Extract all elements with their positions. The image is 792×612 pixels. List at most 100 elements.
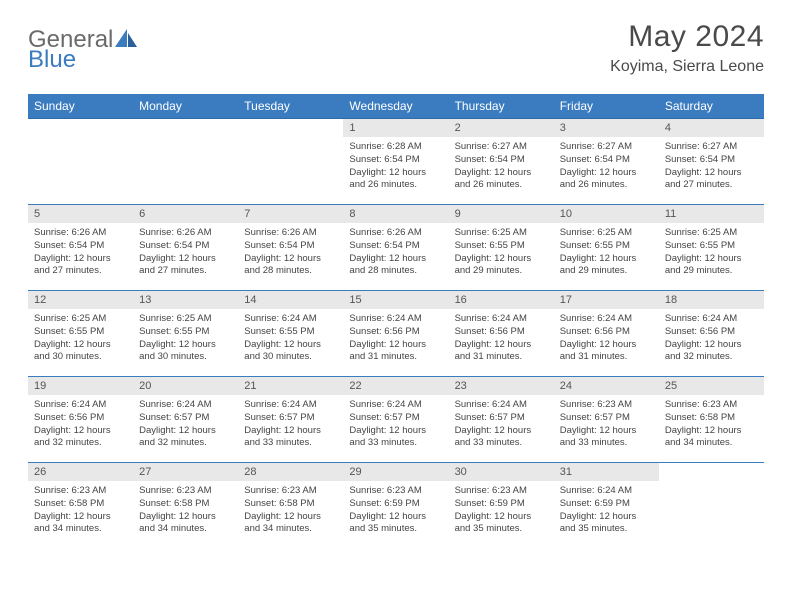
sunset-line: Sunset: 6:59 PM <box>455 498 548 511</box>
sunset-line: Sunset: 6:58 PM <box>244 498 337 511</box>
sunrise-line: Sunrise: 6:24 AM <box>349 399 442 412</box>
day-number: 27 <box>133 463 238 481</box>
sunset-line: Sunset: 6:54 PM <box>560 154 653 167</box>
day-number: 28 <box>238 463 343 481</box>
day-number: 13 <box>133 291 238 309</box>
day-number: 11 <box>659 205 764 223</box>
day-number: 1 <box>343 119 448 137</box>
day-cell-3: 3Sunrise: 6:27 AMSunset: 6:54 PMDaylight… <box>554 119 659 205</box>
day-details: Sunrise: 6:25 AMSunset: 6:55 PMDaylight:… <box>133 309 238 366</box>
day-header-monday: Monday <box>133 94 238 119</box>
calendar-body: 1Sunrise: 6:28 AMSunset: 6:54 PMDaylight… <box>28 119 764 549</box>
day-header-sunday: Sunday <box>28 94 133 119</box>
daylight-line: Daylight: 12 hours and 32 minutes. <box>34 425 127 451</box>
daylight-line: Daylight: 12 hours and 33 minutes. <box>244 425 337 451</box>
day-number: 17 <box>554 291 659 309</box>
day-header-row: SundayMondayTuesdayWednesdayThursdayFrid… <box>28 94 764 119</box>
calendar-row: 1Sunrise: 6:28 AMSunset: 6:54 PMDaylight… <box>28 119 764 205</box>
sunrise-line: Sunrise: 6:26 AM <box>244 227 337 240</box>
day-number: 4 <box>659 119 764 137</box>
daylight-line: Daylight: 12 hours and 31 minutes. <box>455 339 548 365</box>
sunrise-line: Sunrise: 6:28 AM <box>349 141 442 154</box>
sunset-line: Sunset: 6:55 PM <box>34 326 127 339</box>
sunrise-line: Sunrise: 6:25 AM <box>455 227 548 240</box>
brand-word-2: Blue <box>28 46 76 73</box>
day-details: Sunrise: 6:24 AMSunset: 6:55 PMDaylight:… <box>238 309 343 366</box>
sunset-line: Sunset: 6:55 PM <box>139 326 232 339</box>
daylight-line: Daylight: 12 hours and 26 minutes. <box>560 167 653 193</box>
calendar-row: 12Sunrise: 6:25 AMSunset: 6:55 PMDayligh… <box>28 291 764 377</box>
day-header-saturday: Saturday <box>659 94 764 119</box>
day-number: 14 <box>238 291 343 309</box>
daylight-line: Daylight: 12 hours and 26 minutes. <box>455 167 548 193</box>
day-cell-1: 1Sunrise: 6:28 AMSunset: 6:54 PMDaylight… <box>343 119 448 205</box>
daylight-line: Daylight: 12 hours and 35 minutes. <box>455 511 548 537</box>
daylight-line: Daylight: 12 hours and 27 minutes. <box>665 167 758 193</box>
day-number: 29 <box>343 463 448 481</box>
day-cell-16: 16Sunrise: 6:24 AMSunset: 6:56 PMDayligh… <box>449 291 554 377</box>
daylight-line: Daylight: 12 hours and 32 minutes. <box>139 425 232 451</box>
day-details: Sunrise: 6:23 AMSunset: 6:58 PMDaylight:… <box>133 481 238 538</box>
day-number: 9 <box>449 205 554 223</box>
day-number: 21 <box>238 377 343 395</box>
sunrise-line: Sunrise: 6:25 AM <box>665 227 758 240</box>
day-details: Sunrise: 6:24 AMSunset: 6:57 PMDaylight:… <box>238 395 343 452</box>
location-text: Koyima, Sierra Leone <box>610 58 764 76</box>
day-number: 25 <box>659 377 764 395</box>
daylight-line: Daylight: 12 hours and 34 minutes. <box>139 511 232 537</box>
empty-cell <box>238 119 343 205</box>
daylight-line: Daylight: 12 hours and 29 minutes. <box>560 253 653 279</box>
day-details: Sunrise: 6:25 AMSunset: 6:55 PMDaylight:… <box>449 223 554 280</box>
empty-cell <box>659 463 764 549</box>
daylight-line: Daylight: 12 hours and 33 minutes. <box>455 425 548 451</box>
day-number: 2 <box>449 119 554 137</box>
sunset-line: Sunset: 6:55 PM <box>244 326 337 339</box>
sail-icon <box>113 27 139 54</box>
day-cell-23: 23Sunrise: 6:24 AMSunset: 6:57 PMDayligh… <box>449 377 554 463</box>
day-cell-31: 31Sunrise: 6:24 AMSunset: 6:59 PMDayligh… <box>554 463 659 549</box>
sunset-line: Sunset: 6:59 PM <box>560 498 653 511</box>
sunrise-line: Sunrise: 6:26 AM <box>139 227 232 240</box>
sunrise-line: Sunrise: 6:24 AM <box>349 313 442 326</box>
sunset-line: Sunset: 6:56 PM <box>455 326 548 339</box>
sunset-line: Sunset: 6:55 PM <box>665 240 758 253</box>
day-cell-27: 27Sunrise: 6:23 AMSunset: 6:58 PMDayligh… <box>133 463 238 549</box>
day-cell-13: 13Sunrise: 6:25 AMSunset: 6:55 PMDayligh… <box>133 291 238 377</box>
day-cell-19: 19Sunrise: 6:24 AMSunset: 6:56 PMDayligh… <box>28 377 133 463</box>
sunset-line: Sunset: 6:54 PM <box>349 240 442 253</box>
daylight-line: Daylight: 12 hours and 26 minutes. <box>349 167 442 193</box>
day-cell-26: 26Sunrise: 6:23 AMSunset: 6:58 PMDayligh… <box>28 463 133 549</box>
day-cell-22: 22Sunrise: 6:24 AMSunset: 6:57 PMDayligh… <box>343 377 448 463</box>
day-details: Sunrise: 6:24 AMSunset: 6:57 PMDaylight:… <box>133 395 238 452</box>
sunset-line: Sunset: 6:54 PM <box>455 154 548 167</box>
day-number: 26 <box>28 463 133 481</box>
day-cell-4: 4Sunrise: 6:27 AMSunset: 6:54 PMDaylight… <box>659 119 764 205</box>
day-number: 10 <box>554 205 659 223</box>
daylight-line: Daylight: 12 hours and 29 minutes. <box>665 253 758 279</box>
day-details: Sunrise: 6:24 AMSunset: 6:59 PMDaylight:… <box>554 481 659 538</box>
daylight-line: Daylight: 12 hours and 31 minutes. <box>560 339 653 365</box>
day-cell-14: 14Sunrise: 6:24 AMSunset: 6:55 PMDayligh… <box>238 291 343 377</box>
sunrise-line: Sunrise: 6:24 AM <box>665 313 758 326</box>
day-number: 18 <box>659 291 764 309</box>
day-number: 19 <box>28 377 133 395</box>
sunrise-line: Sunrise: 6:27 AM <box>665 141 758 154</box>
daylight-line: Daylight: 12 hours and 34 minutes. <box>665 425 758 451</box>
day-cell-11: 11 Sunrise: 6:25 AMSunset: 6:55 PMDayligh… <box>659 205 764 291</box>
day-details: Sunrise: 6:26 AMSunset: 6:54 PMDaylight:… <box>343 223 448 280</box>
day-details: Sunrise: 6:24 AMSunset: 6:56 PMDaylight:… <box>554 309 659 366</box>
calendar-row: 26Sunrise: 6:23 AMSunset: 6:58 PMDayligh… <box>28 463 764 549</box>
day-details: Sunrise: 6:24 AMSunset: 6:56 PMDaylight:… <box>343 309 448 366</box>
day-details: Sunrise: 6:28 AMSunset: 6:54 PMDaylight:… <box>343 137 448 194</box>
day-number: 5 <box>28 205 133 223</box>
sunrise-line: Sunrise: 6:24 AM <box>455 313 548 326</box>
daylight-line: Daylight: 12 hours and 35 minutes. <box>349 511 442 537</box>
sunset-line: Sunset: 6:56 PM <box>665 326 758 339</box>
sunrise-line: Sunrise: 6:24 AM <box>560 485 653 498</box>
daylight-line: Daylight: 12 hours and 27 minutes. <box>34 253 127 279</box>
daylight-line: Daylight: 12 hours and 30 minutes. <box>139 339 232 365</box>
sunset-line: Sunset: 6:58 PM <box>139 498 232 511</box>
day-details: Sunrise: 6:24 AMSunset: 6:56 PMDaylight:… <box>449 309 554 366</box>
sunrise-line: Sunrise: 6:23 AM <box>349 485 442 498</box>
day-cell-8: 8Sunrise: 6:26 AMSunset: 6:54 PMDaylight… <box>343 205 448 291</box>
